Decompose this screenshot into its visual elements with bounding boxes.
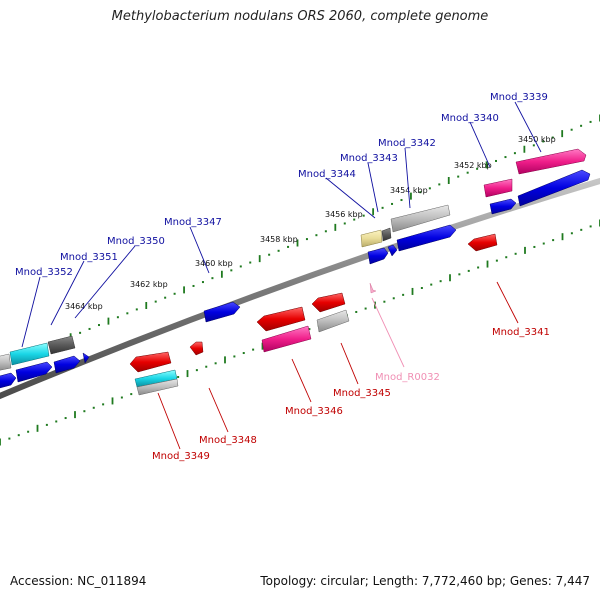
gene-arrow-mnod-3339[interactable]	[515, 148, 587, 175]
gene-arrow-mnod-3340[interactable]	[483, 178, 513, 198]
gene-label-mnod-3345[interactable]: Mnod_3345	[333, 388, 391, 399]
gene-arrow-mnod-3345-b[interactable]	[316, 309, 350, 333]
gene-label-mnod-3340[interactable]: Mnod_3340	[441, 113, 499, 124]
gene-arrow-mnod-3342-b[interactable]	[396, 224, 457, 252]
gene-arrow-mnod-3343[interactable]	[381, 227, 392, 242]
kbp-label-3460: 3460 kbp	[195, 259, 233, 268]
gene-label-mnod-3352[interactable]: Mnod_3352	[15, 267, 73, 278]
gene-label-mnod-3350[interactable]: Mnod_3350	[107, 236, 165, 247]
gene-arrow-mnod-3344[interactable]	[360, 229, 383, 248]
rna-label-leader	[371, 297, 405, 368]
gene-arrow-mnod-3351[interactable]	[9, 342, 50, 366]
kbp-label-3456: 3456 kbp	[325, 210, 363, 219]
kbp-label-3464: 3464 kbp	[65, 302, 103, 311]
gene-arrow-mnod-3341[interactable]	[467, 233, 498, 252]
kbp-label-3458: 3458 kbp	[260, 235, 298, 244]
rna-marker-mnod-r0032[interactable]	[369, 282, 377, 294]
gene-arrow-mnod-3346[interactable]	[256, 306, 306, 332]
gene-arrow-mnod-3352[interactable]	[0, 353, 12, 371]
gene-label-mnod-3351[interactable]: Mnod_3351	[60, 252, 118, 263]
map-title: Methylobacterium nodulans ORS 2060, comp…	[111, 9, 489, 24]
gene-arrow-mnod-3349-c[interactable]	[136, 378, 179, 396]
gene-label-mnod-3344[interactable]: Mnod_3344	[298, 169, 356, 180]
gene-label-mnod-3348[interactable]: Mnod_3348	[199, 435, 257, 446]
accession-label: Accession: NC_011894	[10, 574, 147, 588]
gene-arrow-mnod-3347[interactable]	[203, 301, 241, 323]
gene-arrow-mnod-3344-b[interactable]	[367, 247, 389, 265]
kbp-label-3462: 3462 kbp	[130, 280, 168, 289]
gene-arrow-mnod-3342[interactable]	[390, 204, 451, 233]
genome-backbone	[0, 177, 600, 400]
gene-arrow-mnod-3339-b[interactable]	[517, 169, 591, 207]
gene-label-mnod-3349[interactable]: Mnod_3349	[152, 451, 210, 462]
gene-label-mnod-3342[interactable]: Mnod_3342	[378, 138, 436, 149]
gene-arrow-mnod-3350[interactable]	[47, 335, 76, 355]
kbp-label-3450: 3450 kbp	[518, 135, 556, 144]
gene-label-mnod-3347[interactable]: Mnod_3347	[164, 217, 222, 228]
gene-arrow-mnod-3348[interactable]	[189, 341, 204, 356]
gene-arrow-mnod-3351-b[interactable]	[15, 361, 53, 383]
gene-arrow-mnod-3343-b[interactable]	[387, 244, 398, 257]
gene-arrow-mnod-3352-b[interactable]	[0, 372, 17, 389]
gene-arrow-small-forward[interactable]	[82, 352, 90, 364]
gene-arrow-mnod-3345[interactable]	[311, 292, 346, 313]
reverse-label-leaders	[157, 281, 519, 450]
gene-arrow-mnod-3346-b[interactable]	[261, 325, 312, 353]
gene-label-mnod-3339[interactable]: Mnod_3339	[490, 92, 548, 103]
gene-label-mnod-3341[interactable]: Mnod_3341	[492, 327, 550, 338]
gene-label-mnod-3343[interactable]: Mnod_3343	[340, 153, 398, 164]
forward-label-leaders	[21, 101, 542, 348]
gene-label-mnod-r0032[interactable]: Mnod_R0032	[375, 372, 440, 383]
gene-arrow-mnod-3350-b[interactable]	[53, 355, 81, 374]
kbp-label-3452: 3452 kbp	[454, 161, 492, 170]
gene-arrow-mnod-3349[interactable]	[129, 351, 172, 373]
gene-arrow-mnod-3340-b[interactable]	[489, 198, 517, 215]
gene-label-mnod-3346[interactable]: Mnod_3346	[285, 406, 343, 417]
genome-stats-label: Topology: circular; Length: 7,772,460 bp…	[260, 574, 590, 588]
